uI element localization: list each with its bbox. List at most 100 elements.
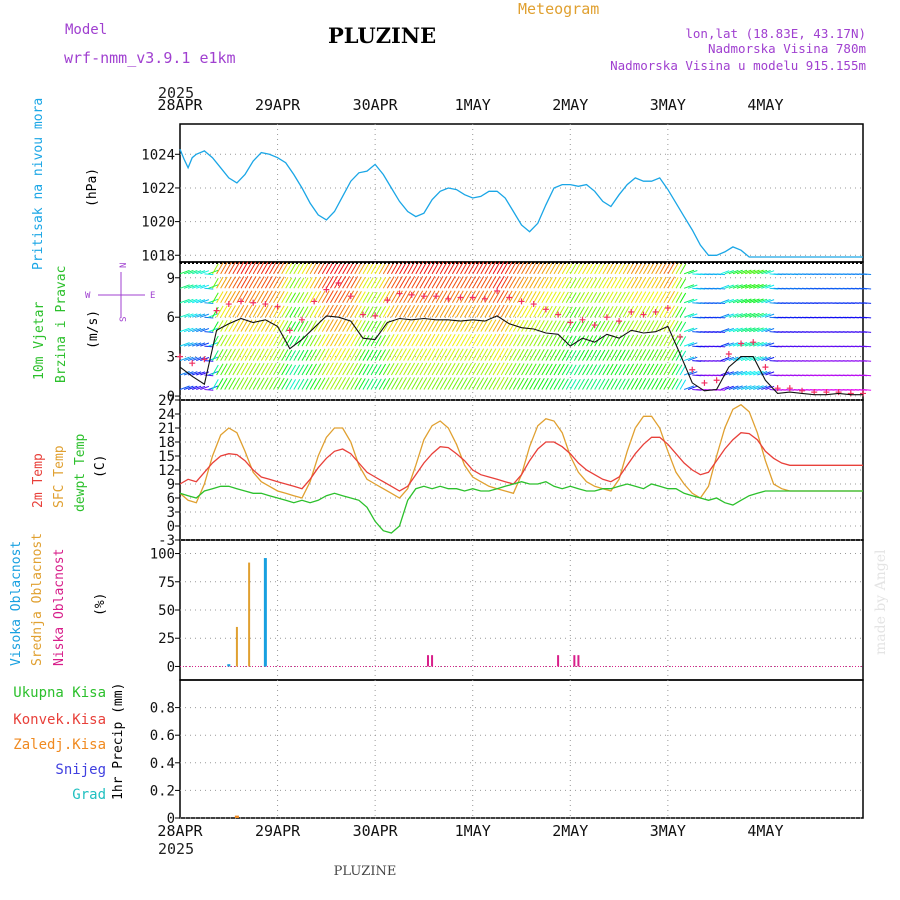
wind-barb (354, 377, 362, 390)
wind-barb (378, 378, 387, 390)
wind-barb (626, 276, 635, 289)
wind-gust-marker (811, 389, 818, 396)
wind-barb (216, 377, 224, 390)
wind-barb (456, 333, 464, 347)
wind-barb (675, 364, 683, 376)
wind-barb (370, 277, 378, 289)
wind-barb (630, 291, 639, 303)
legend-e: E (150, 291, 155, 301)
wind-barb (252, 305, 261, 318)
wind-barb (269, 334, 277, 347)
wind-barb (285, 291, 293, 303)
wind-barb (297, 292, 305, 303)
wind-barb (728, 313, 739, 318)
wind-barb (496, 275, 505, 289)
wind-barb (517, 334, 525, 347)
wind-barb (289, 292, 297, 303)
wind-barb (305, 320, 313, 332)
wind-barb (492, 304, 501, 318)
wind-barb (683, 385, 695, 390)
wind-barb (390, 348, 399, 361)
wind-barb (586, 291, 594, 303)
wind-barb (232, 348, 241, 361)
wind-barb (415, 276, 424, 289)
wind-barb (533, 262, 541, 275)
wind-gust-marker (664, 305, 671, 311)
wind-gust-marker (530, 301, 537, 308)
wind-barb (236, 362, 245, 376)
wind-barb (403, 377, 411, 390)
wind-barb (281, 305, 289, 318)
wind-barb (273, 261, 281, 275)
wind-barb (273, 348, 281, 361)
wind-barb (354, 305, 362, 318)
wind-barb (862, 331, 872, 333)
wind-barb (321, 362, 330, 376)
wind-barb (305, 291, 313, 303)
wind-barb (679, 263, 687, 275)
zaledj-label: Zaledj.Kisa (13, 737, 106, 753)
wind-barb (736, 284, 748, 289)
wind-barb (399, 319, 407, 332)
wind-barb (358, 363, 366, 376)
wind-barb (476, 377, 485, 390)
wind-barb (350, 377, 359, 390)
ytick-label-p0: 1018 (141, 248, 175, 264)
wind-barb (549, 262, 557, 275)
wind-barb (354, 291, 362, 303)
wind-barb (720, 313, 730, 318)
wind-direction-legend: N S W E (85, 263, 155, 322)
wind-gust-marker (225, 301, 232, 308)
wind-gust-marker (786, 385, 793, 392)
wind-barb (464, 290, 472, 303)
wind-gust-marker (457, 294, 464, 301)
wind-barb (419, 377, 428, 390)
wind-barb (724, 371, 734, 376)
wind-barb (228, 377, 236, 390)
wind-barb (407, 276, 416, 289)
wind-title-2: Brzina i Pravac (54, 266, 69, 383)
wind-barb (179, 385, 190, 390)
wind-barb (671, 363, 679, 376)
wind-barb (504, 348, 513, 361)
wind-barb (399, 377, 407, 390)
wind-barb (423, 304, 432, 318)
wind-barb (329, 304, 338, 318)
wind-barb (232, 305, 241, 318)
wind-barb (390, 362, 399, 376)
wind-barb (533, 276, 541, 289)
wind-barb (500, 377, 509, 390)
wind-barb (390, 276, 399, 289)
wind-barb (431, 304, 440, 318)
wind-barb (655, 349, 663, 361)
low-cloud-bar (573, 655, 576, 667)
wind-barb (761, 385, 771, 390)
wind-barb (273, 290, 281, 303)
wind-barb (492, 348, 501, 361)
wind-barb (179, 371, 190, 376)
wind-barb (492, 377, 501, 390)
wind-barb (728, 342, 739, 347)
wind-gust-marker (311, 298, 318, 305)
wind-barb (200, 313, 210, 318)
wind-barb (472, 348, 481, 361)
wind-barb (200, 299, 210, 304)
wind-barb (220, 291, 228, 303)
wind-barb (346, 276, 355, 289)
wind-barb (305, 349, 313, 361)
wind-barb (626, 262, 635, 275)
wind-barb (594, 320, 602, 332)
wind-barb (224, 348, 232, 361)
sfc-temp-line (179, 403, 863, 504)
wind-barb (264, 319, 273, 332)
wind-barb (667, 276, 675, 289)
wind-barb (382, 276, 391, 289)
wind-barb (586, 378, 594, 390)
wind-barb (329, 319, 338, 332)
wind-barb (212, 306, 219, 318)
wind-barb (192, 371, 202, 376)
wind-barb (285, 335, 293, 347)
wind-barb (273, 305, 281, 318)
wind-barb (439, 377, 448, 390)
snijeg-label: Snijeg (55, 762, 106, 778)
